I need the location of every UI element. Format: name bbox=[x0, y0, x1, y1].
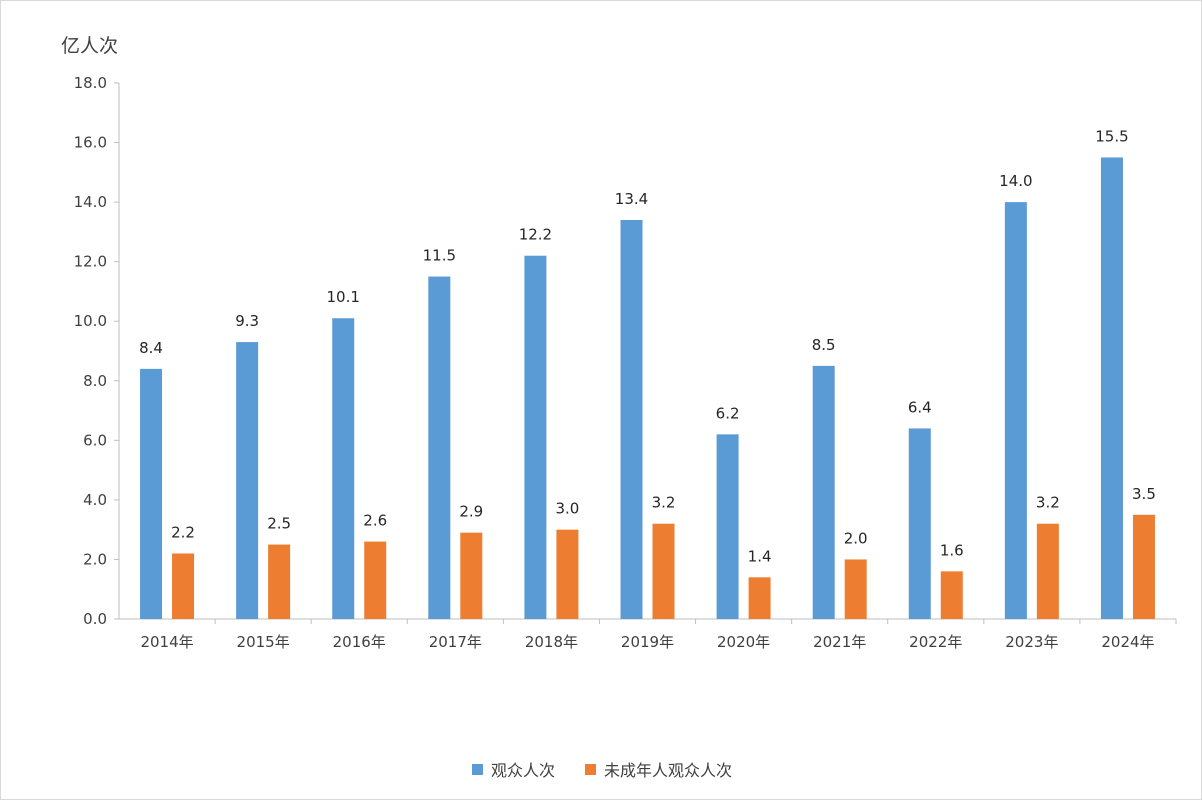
data-label-series-1: 11.5 bbox=[423, 247, 456, 265]
data-label-series-1: 6.2 bbox=[716, 404, 740, 422]
data-label-series-2: 3.2 bbox=[652, 494, 676, 512]
x-tick-label: 2015年 bbox=[237, 633, 290, 651]
y-tick-label: 8.0 bbox=[83, 372, 107, 390]
y-tick-label: 12.0 bbox=[74, 253, 107, 271]
y-tick-label: 14.0 bbox=[74, 193, 107, 211]
x-tick-label: 2022年 bbox=[909, 633, 962, 651]
bar-series-2 bbox=[748, 577, 771, 619]
bar-series-1 bbox=[236, 342, 259, 619]
bar-series-2 bbox=[268, 544, 291, 619]
y-tick-label: 4.0 bbox=[83, 491, 107, 509]
x-tick-label: 2017年 bbox=[429, 633, 482, 651]
bar-series-2 bbox=[460, 532, 483, 619]
data-label-series-1: 8.4 bbox=[139, 339, 163, 357]
bar-series-2 bbox=[652, 523, 675, 619]
legend: 观众人次 未成年人观众人次 bbox=[1, 757, 1202, 781]
data-label-series-1: 14.0 bbox=[999, 172, 1032, 190]
bar-series-1 bbox=[1100, 157, 1123, 619]
bar-series-2 bbox=[1036, 523, 1059, 619]
data-label-series-1: 12.2 bbox=[519, 226, 552, 244]
data-label-series-1: 15.5 bbox=[1095, 127, 1128, 145]
legend-item-series-1: 观众人次 bbox=[471, 757, 555, 781]
data-label-series-1: 8.5 bbox=[812, 336, 836, 354]
x-tick-label: 2018年 bbox=[525, 633, 578, 651]
data-label-series-2: 1.4 bbox=[748, 547, 772, 565]
bar-series-1 bbox=[1004, 202, 1027, 619]
bar-series-1 bbox=[140, 368, 163, 619]
x-tick-label: 2024年 bbox=[1101, 633, 1154, 651]
bar-series-2 bbox=[844, 559, 867, 619]
y-tick-label: 0.0 bbox=[83, 610, 107, 628]
bar-series-2 bbox=[364, 541, 387, 619]
y-tick-label: 16.0 bbox=[74, 134, 107, 152]
data-label-series-2: 3.5 bbox=[1132, 485, 1156, 503]
data-label-series-1: 6.4 bbox=[908, 398, 932, 416]
data-label-series-2: 2.5 bbox=[267, 515, 291, 533]
data-label-series-1: 13.4 bbox=[615, 190, 648, 208]
bar-series-2 bbox=[1132, 514, 1155, 619]
data-label-series-2: 2.9 bbox=[459, 503, 483, 521]
y-tick-label: 10.0 bbox=[74, 312, 107, 330]
data-label-series-2: 3.2 bbox=[1036, 494, 1060, 512]
data-label-series-2: 2.0 bbox=[844, 529, 868, 547]
x-tick-label: 2016年 bbox=[333, 633, 386, 651]
bar-series-2 bbox=[556, 529, 579, 619]
y-tick-label: 18.0 bbox=[74, 74, 107, 92]
x-tick-label: 2019年 bbox=[621, 633, 674, 651]
bar-series-1 bbox=[716, 434, 739, 619]
legend-swatch-series-1 bbox=[471, 763, 483, 775]
x-tick-label: 2023年 bbox=[1005, 633, 1058, 651]
bar-series-2 bbox=[172, 553, 195, 619]
data-label-series-2: 1.6 bbox=[940, 541, 964, 559]
x-tick-label: 2020年 bbox=[717, 633, 770, 651]
y-tick-label: 6.0 bbox=[83, 431, 107, 449]
legend-swatch-series-2 bbox=[585, 763, 596, 775]
data-label-series-1: 10.1 bbox=[327, 288, 360, 306]
legend-item-series-2: 未成年人观众人次 bbox=[585, 757, 732, 781]
bar-series-1 bbox=[332, 318, 355, 619]
x-tick-label: 2021年 bbox=[813, 633, 866, 651]
bar-series-2 bbox=[940, 571, 963, 619]
legend-label-series-1: 观众人次 bbox=[490, 761, 555, 780]
data-label-series-1: 9.3 bbox=[235, 312, 259, 330]
bar-series-1 bbox=[524, 255, 547, 619]
bar-series-1 bbox=[908, 428, 931, 619]
legend-label-series-2: 未成年人观众人次 bbox=[604, 761, 733, 780]
data-label-series-2: 2.2 bbox=[171, 523, 195, 541]
data-label-series-2: 2.6 bbox=[363, 512, 387, 530]
x-tick-label: 2014年 bbox=[140, 633, 193, 651]
bar-series-1 bbox=[812, 365, 835, 619]
data-label-series-2: 3.0 bbox=[555, 500, 579, 518]
bar-series-1 bbox=[620, 219, 643, 619]
bar-series-1 bbox=[428, 276, 451, 619]
y-axis-unit-label: 亿人次 bbox=[61, 35, 119, 57]
y-tick-label: 2.0 bbox=[83, 550, 107, 568]
